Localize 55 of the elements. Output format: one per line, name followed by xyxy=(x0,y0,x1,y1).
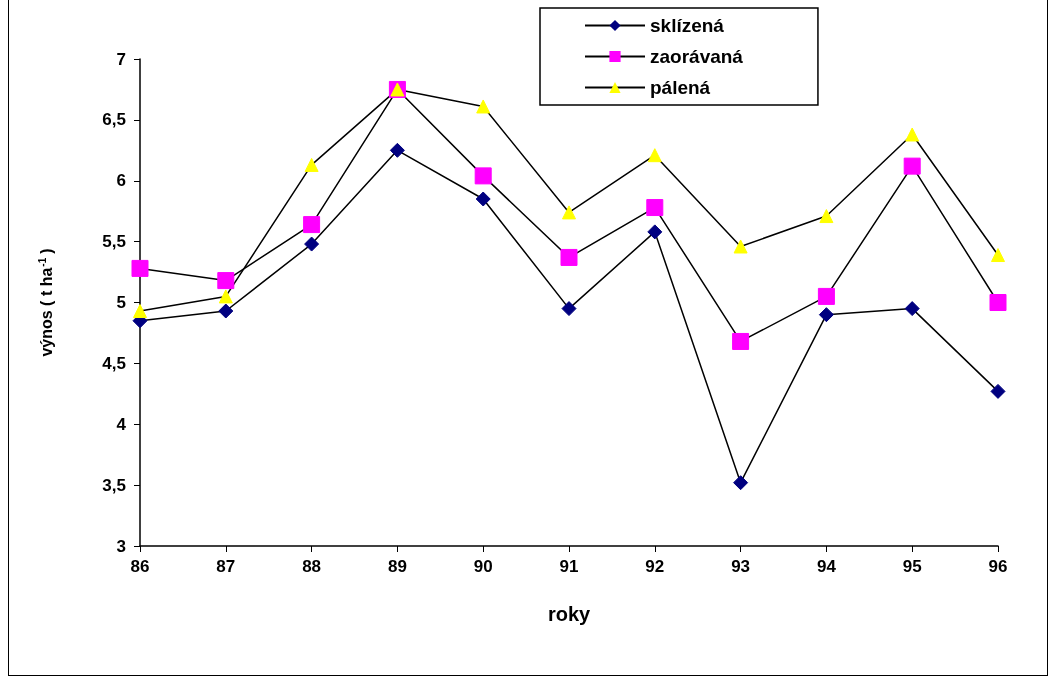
x-tick-label: 87 xyxy=(216,557,236,576)
x-tick-label: 90 xyxy=(473,557,493,576)
x-tick-label: 93 xyxy=(731,557,751,576)
y-tick-label: 5 xyxy=(116,293,126,312)
point xyxy=(904,301,920,317)
legend-label: pálená xyxy=(650,77,711,98)
y-tick-label: 4,5 xyxy=(102,353,126,373)
point xyxy=(304,157,319,172)
point xyxy=(560,248,578,266)
point xyxy=(217,272,235,290)
legend-label: sklízená xyxy=(650,15,725,36)
y-tick-label: 3,5 xyxy=(102,475,126,495)
point xyxy=(647,224,663,240)
point xyxy=(131,259,149,277)
point xyxy=(133,304,147,319)
x-tick-label: 91 xyxy=(559,557,579,576)
x-tick-label: 89 xyxy=(387,557,407,576)
y-tick-label: 6,5 xyxy=(102,110,126,130)
point xyxy=(476,99,491,114)
point xyxy=(989,294,1007,311)
x-tick-label: 94 xyxy=(816,557,837,576)
point xyxy=(991,248,1005,263)
point xyxy=(903,157,921,175)
point xyxy=(218,303,234,319)
point xyxy=(389,142,405,158)
x-tick-label: 92 xyxy=(645,557,665,576)
point xyxy=(990,383,1006,399)
point xyxy=(905,127,920,142)
point xyxy=(218,289,233,304)
point xyxy=(818,307,834,323)
y-tick-label: 6 xyxy=(116,171,126,191)
point xyxy=(733,239,748,254)
point xyxy=(475,191,491,207)
legend-label: zaorávaná xyxy=(650,46,744,67)
point xyxy=(561,301,577,317)
point xyxy=(303,216,321,234)
point xyxy=(304,236,320,252)
y-tick-label: 5,5 xyxy=(102,232,126,252)
point xyxy=(562,205,576,220)
point xyxy=(817,287,835,305)
x-axis-title: roky xyxy=(547,603,591,625)
x-tick-label: 86 xyxy=(130,557,150,576)
y-tick-label: 3 xyxy=(116,536,126,556)
y-axis-title: výnos ( t ha-1) xyxy=(36,248,55,357)
point xyxy=(647,148,662,163)
x-tick-label: 88 xyxy=(302,557,322,576)
y-tick-label: 7 xyxy=(116,49,126,69)
x-tick-label: 95 xyxy=(902,557,922,576)
x-tick-label: 96 xyxy=(988,557,1008,576)
y-tick-label: 4 xyxy=(116,414,127,434)
point xyxy=(733,475,749,491)
point xyxy=(474,167,492,185)
point xyxy=(732,332,750,350)
point xyxy=(646,199,664,217)
point xyxy=(819,209,834,224)
